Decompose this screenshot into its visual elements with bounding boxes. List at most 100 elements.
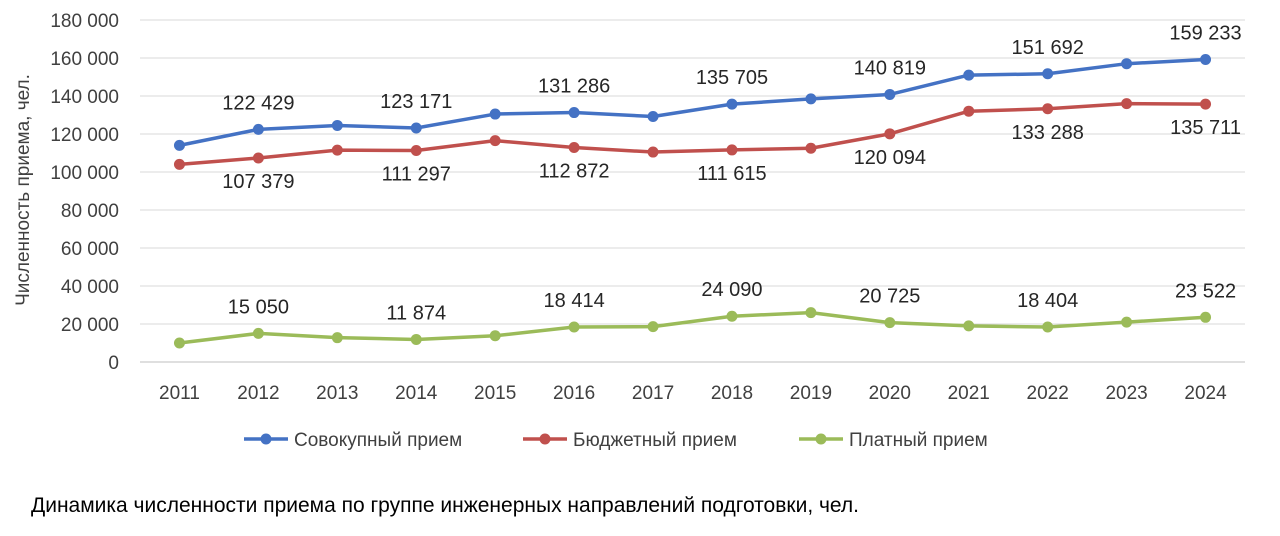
- data-label: 135 705: [696, 67, 768, 89]
- data-label: 23 522: [1175, 280, 1236, 302]
- data-label: 151 692: [1012, 37, 1084, 59]
- data-label: 24 090: [701, 279, 762, 301]
- data-point: [568, 321, 580, 333]
- legend-label: Совокупный прием: [294, 430, 462, 451]
- y-tick-label: 80 000: [61, 201, 119, 222]
- series-2: [173, 98, 1212, 170]
- y-tick-label: 140 000: [50, 87, 119, 108]
- data-point: [173, 158, 185, 170]
- data-point: [647, 321, 659, 333]
- legend-marker: [815, 433, 827, 445]
- data-point: [726, 98, 738, 110]
- data-label: 18 404: [1017, 290, 1078, 312]
- x-tick-label: 2013: [316, 383, 358, 404]
- data-point: [331, 332, 343, 344]
- data-point: [410, 122, 422, 134]
- data-point: [1042, 68, 1054, 80]
- x-axis-ticks: 2011 2012 2013 2014 2015 2016 2017 2018 2019 2020…: [159, 383, 1227, 404]
- data-label: 122 429: [222, 92, 294, 114]
- data-point: [568, 142, 580, 154]
- y-tick-label: 160 000: [50, 49, 119, 70]
- y-tick-label: 100 000: [50, 163, 119, 184]
- x-tick-label: 2023: [1105, 383, 1147, 404]
- x-tick-label: 2022: [1027, 383, 1069, 404]
- data-label: 135 711: [1170, 117, 1241, 139]
- data-label: 131 286: [538, 76, 610, 98]
- data-point: [884, 317, 896, 329]
- x-tick-label: 2018: [711, 383, 753, 404]
- legend-label: Бюджетный прием: [573, 430, 737, 451]
- data-label: 112 872: [539, 161, 610, 183]
- data-label: 140 819: [854, 57, 926, 79]
- gridlines: [140, 19, 1245, 363]
- data-point: [884, 88, 896, 100]
- data-label: 123 171: [380, 91, 452, 113]
- series-line: [179, 101, 1206, 167]
- data-point: [489, 135, 501, 147]
- x-tick-label: 2020: [869, 383, 911, 404]
- y-tick-label: 60 000: [61, 239, 119, 260]
- series-lines: [173, 53, 1212, 349]
- x-tick-label: 2014: [395, 383, 438, 404]
- data-point: [963, 320, 975, 332]
- data-point: [1200, 53, 1212, 65]
- data-point: [1200, 98, 1212, 110]
- data-point: [647, 146, 659, 158]
- x-tick-label: 2015: [474, 383, 516, 404]
- legend-item: Бюджетный прием: [523, 430, 737, 451]
- data-point: [489, 108, 501, 120]
- data-point: [805, 93, 817, 105]
- data-point: [1121, 316, 1133, 328]
- legend-marker: [539, 433, 551, 445]
- legend: Совокупный прием Бюджетный прием Платный п…: [244, 430, 988, 451]
- y-axis-ticks: 0 20 000 40 000 60 000 80 000 100 000 120 000 1…: [50, 11, 119, 374]
- data-point: [726, 144, 738, 156]
- x-tick-label: 2019: [790, 383, 832, 404]
- data-point: [252, 123, 264, 135]
- series-line: [179, 57, 1206, 148]
- y-tick-label: 120 000: [50, 125, 119, 146]
- data-point: [647, 111, 659, 123]
- data-point: [805, 307, 817, 319]
- data-label: 111 615: [697, 163, 766, 185]
- data-point: [410, 333, 422, 345]
- data-point: [568, 107, 580, 119]
- data-point: [1121, 98, 1133, 110]
- y-tick-label: 0: [108, 353, 119, 374]
- legend-item: Совокупный прием: [244, 430, 462, 451]
- data-point: [1042, 103, 1054, 115]
- data-label: 120 094: [854, 147, 926, 169]
- legend-marker: [260, 433, 272, 445]
- data-label: 159 233: [1169, 22, 1241, 44]
- y-tick-label: 40 000: [61, 277, 119, 298]
- y-tick-label: 180 000: [50, 11, 119, 32]
- data-point: [884, 128, 896, 140]
- x-tick-label: 2021: [948, 383, 990, 404]
- data-label: 111 297: [382, 164, 451, 186]
- legend-label: Платный прием: [849, 430, 988, 451]
- data-point: [489, 330, 501, 342]
- y-tick-label: 20 000: [61, 315, 119, 336]
- data-label: 11 874: [386, 302, 446, 324]
- x-tick-label: 2016: [553, 383, 595, 404]
- data-point: [252, 327, 264, 339]
- figure-caption: Динамика численности приема по группе ин…: [31, 494, 859, 517]
- series-1: [173, 53, 1212, 151]
- data-point: [1200, 311, 1212, 323]
- x-tick-label: 2011: [159, 383, 200, 404]
- data-point: [1042, 321, 1054, 333]
- data-point: [726, 310, 738, 322]
- data-label: 107 379: [222, 171, 294, 193]
- y-axis-label: Численность приема, чел.: [13, 74, 34, 306]
- line-chart: 0 20 000 40 000 60 000 80 000 100 000 120 000 1…: [13, 11, 1245, 451]
- data-point: [331, 119, 343, 131]
- data-point: [331, 144, 343, 156]
- data-point: [173, 139, 185, 151]
- data-point: [963, 69, 975, 81]
- data-label: 20 725: [859, 286, 920, 308]
- data-point: [805, 142, 817, 154]
- data-label: 15 050: [228, 296, 289, 318]
- data-labels: 122 429 123 171 131 286 135 705 140 819 151 6…: [222, 22, 1241, 324]
- series-line: [179, 310, 1206, 345]
- legend-item: Платный прием: [799, 430, 988, 451]
